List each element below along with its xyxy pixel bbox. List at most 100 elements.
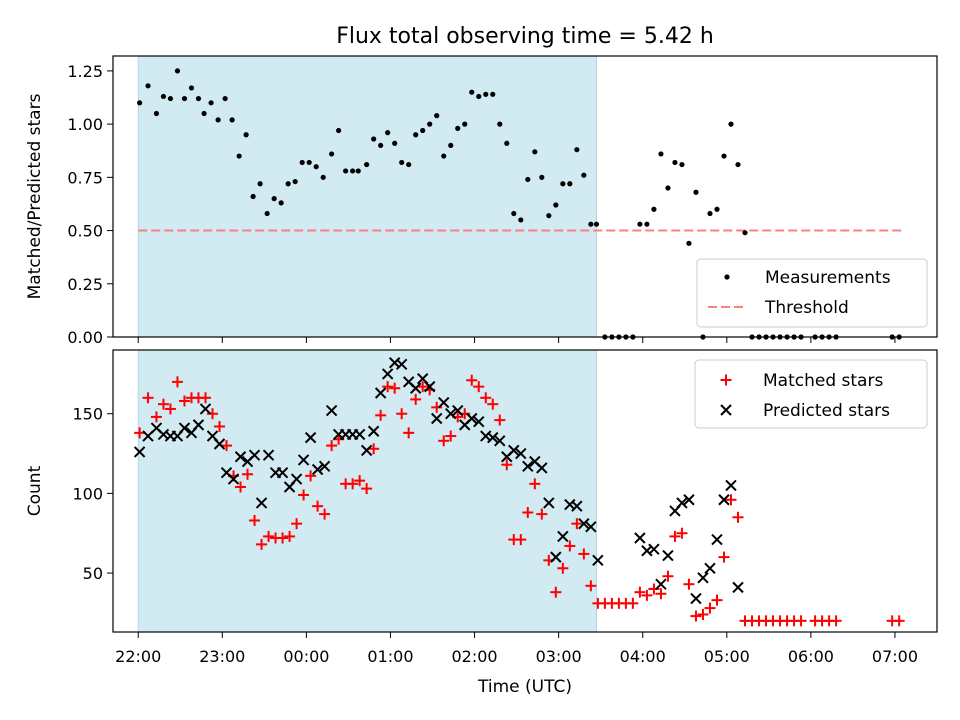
measurement-point (137, 100, 143, 106)
matched-star-point (494, 414, 506, 426)
matched-star-point (382, 381, 394, 393)
x-stroke-b (711, 533, 723, 546)
predicted-star-point (536, 462, 548, 474)
measurement-point (229, 117, 235, 123)
measurement-point (434, 113, 440, 119)
predicted-star-point (227, 473, 240, 485)
predicted-star-point (648, 543, 660, 555)
matched-star-point (277, 532, 289, 544)
x-stroke-b (424, 380, 436, 393)
x-stroke-b (248, 449, 261, 461)
bottom-legend: Matched stars Predicted stars (694, 359, 928, 429)
matched-star-point (571, 518, 583, 530)
x-stroke-b (304, 431, 317, 444)
x-stroke-b (732, 581, 744, 594)
measurement-point (299, 159, 305, 166)
matched-star-point (480, 392, 492, 404)
xtick-label: 22:00 (115, 647, 161, 666)
legend-predicted-marker (720, 404, 732, 416)
measurement-point (593, 221, 600, 227)
matched-star-point (171, 376, 183, 388)
matched-star-point (634, 586, 646, 598)
measurement-point (455, 125, 461, 131)
x-stroke-b (178, 422, 191, 434)
predicted-star-point (592, 554, 604, 567)
predicted-star-point (641, 545, 653, 557)
predicted-star-point (585, 521, 597, 533)
x-stroke-b (662, 549, 674, 562)
top-legend: Measurements Threshold (696, 258, 928, 328)
x-stroke-b (452, 404, 464, 417)
matched-star-point (417, 381, 429, 393)
predicted-star-point (192, 419, 205, 431)
matched-star-point (235, 481, 247, 493)
matched-star-point (221, 440, 233, 452)
matched-star-point (134, 427, 146, 439)
x-stroke-b (697, 572, 709, 584)
matched-star-point (501, 459, 513, 471)
x-stroke-b (255, 497, 268, 509)
measurement-point (243, 132, 249, 138)
measurement-point (441, 153, 447, 159)
x-stroke-b (445, 408, 457, 420)
measurement-point (343, 168, 349, 174)
matched-star-point (718, 551, 730, 563)
xtick-label: 01:00 (367, 647, 413, 666)
measurement-point (292, 178, 298, 185)
predicted-star-point (431, 412, 443, 425)
matched-star-point (466, 374, 478, 386)
top-ytick-label: 0.25 (67, 275, 103, 294)
measurement-point (215, 117, 221, 123)
matched-star-point (473, 381, 485, 393)
predicted-star-point (395, 358, 408, 371)
top-ytick-label: 1.00 (67, 115, 103, 134)
predicted-star-point (248, 449, 261, 461)
matched-star-point (578, 548, 590, 560)
x-stroke-b (213, 438, 226, 450)
x-stroke-b (325, 404, 338, 417)
x-stroke-b (199, 403, 212, 415)
matched-star-point (263, 530, 275, 542)
x-stroke-b (641, 545, 653, 557)
measurement-point (153, 110, 160, 117)
x-stroke-b (466, 412, 478, 425)
matched-star-point (249, 514, 261, 526)
measurement-point (201, 110, 207, 117)
x-stroke-b (402, 376, 415, 388)
matched-star-point (410, 393, 422, 405)
measurement-point (581, 172, 587, 178)
matched-star-point (361, 483, 373, 495)
matched-star-point (206, 408, 218, 420)
x-stroke-b (634, 532, 646, 544)
predicted-star-point (452, 404, 464, 417)
measurement-point (518, 217, 524, 223)
x-stroke-b (578, 517, 590, 530)
measurement-point (167, 95, 174, 102)
measurement-point (476, 93, 482, 100)
matched-star-point (199, 392, 211, 404)
predicted-star-point (655, 578, 667, 590)
predicted-star-point (381, 368, 394, 380)
x-stroke-b (592, 554, 604, 567)
measurement-point (511, 210, 517, 217)
matched-star-point (389, 382, 401, 394)
predicted-star-point (487, 431, 499, 444)
measurement-point (469, 89, 475, 95)
matched-star-point (291, 518, 303, 530)
measurement-point (285, 181, 291, 187)
matched-star-point (178, 395, 190, 407)
bottom-legend-box (694, 359, 928, 429)
measurement-point (665, 185, 671, 191)
predicted-star-point (133, 446, 146, 458)
matched-star-point (438, 435, 450, 447)
x-stroke-b (192, 419, 205, 431)
predicted-stars-series (133, 357, 744, 605)
predicted-star-point (374, 387, 387, 399)
x-stroke-b (262, 449, 275, 461)
matched-star-point (347, 478, 359, 490)
measurement-point (222, 95, 228, 102)
top-panel: 0.00 0.25 0.50 0.75 1.00 1.25 Matched/Predicte… (25, 55, 938, 347)
bottom-ylabel: Count (25, 465, 45, 516)
measurement-point (644, 221, 650, 227)
measurement-point (497, 121, 503, 127)
